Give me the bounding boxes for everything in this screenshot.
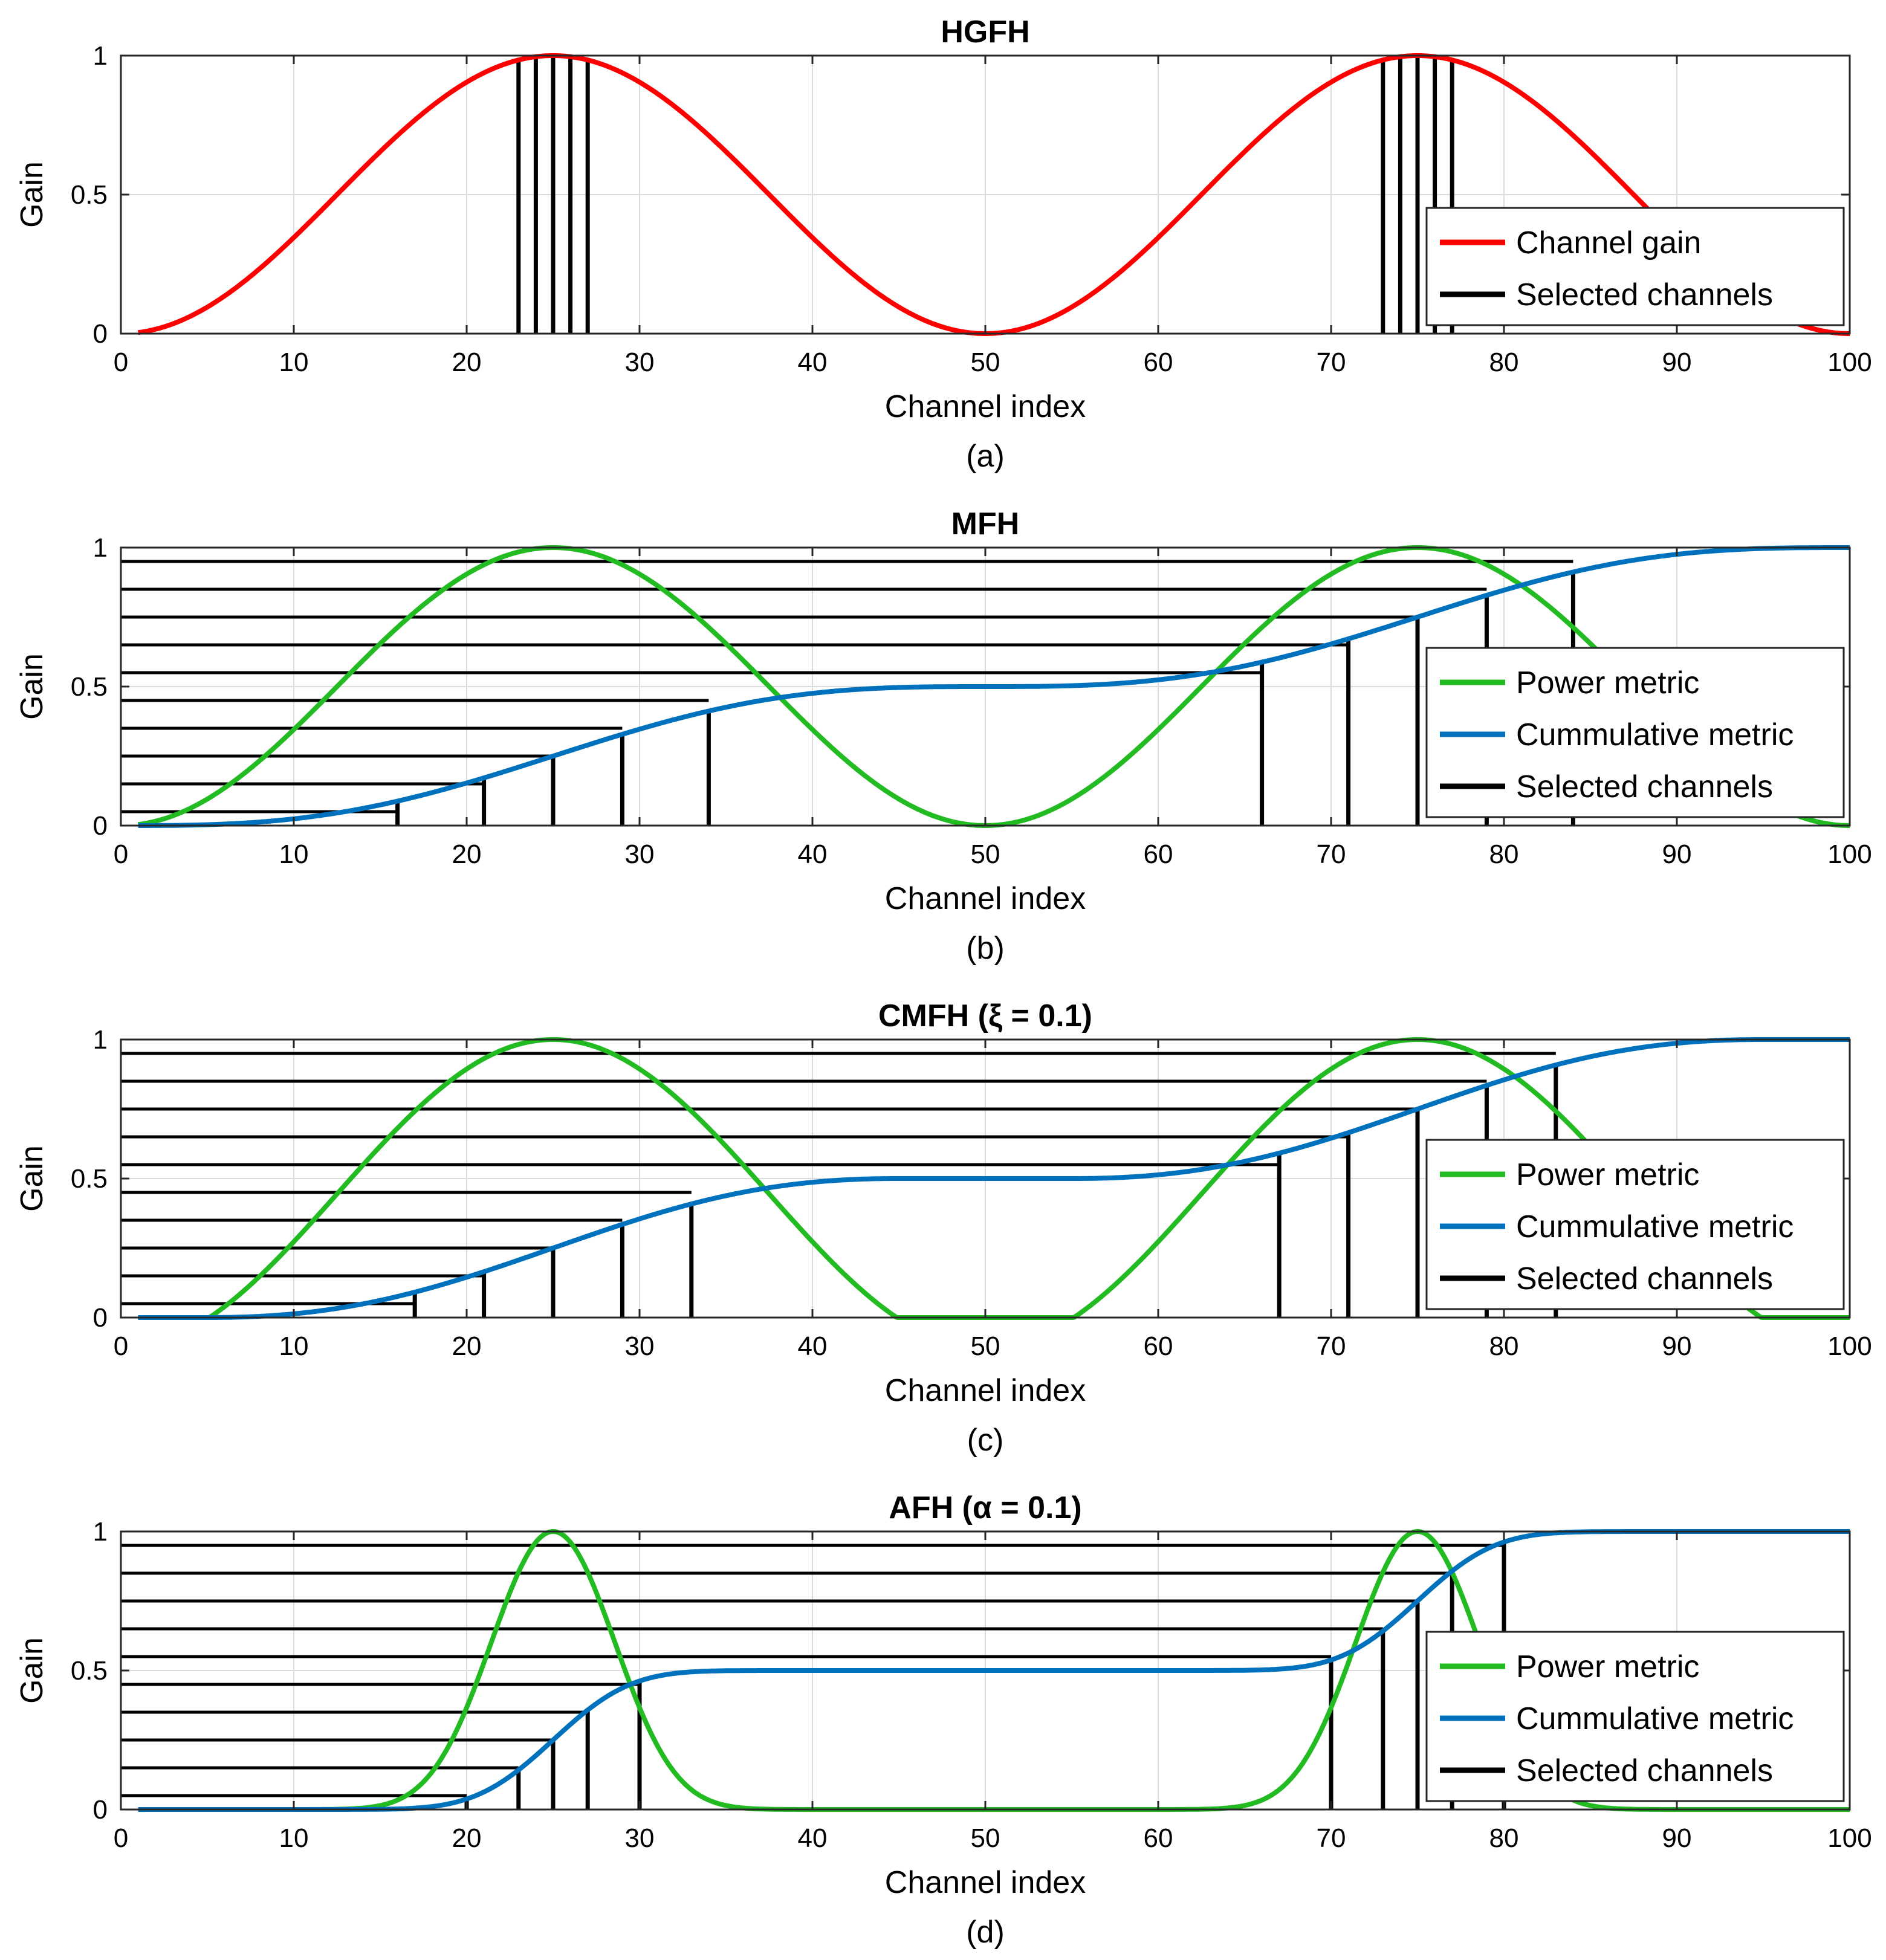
x-tick-label: 70 <box>1317 1331 1346 1361</box>
x-tick-label: 50 <box>971 839 1000 869</box>
x-tick-label: 20 <box>452 1823 482 1853</box>
y-tick-label: 0 <box>93 319 108 349</box>
x-tick-label: 0 <box>114 1331 128 1361</box>
x-tick-label: 0 <box>114 348 128 377</box>
panel-3: AFH (α = 0.1) 0 10 20 30 40 50 60 70 80 90 100 0 0.5 1… <box>15 1490 1872 1950</box>
x-tick-label: 30 <box>625 1823 655 1853</box>
x-tick-label: 50 <box>971 1331 1000 1361</box>
x-tick-label: 30 <box>625 839 655 869</box>
x-axis-label: Channel index <box>885 389 1086 424</box>
x-tick-label: 80 <box>1489 348 1519 377</box>
x-tick-label: 50 <box>971 348 1000 377</box>
x-tick-label: 10 <box>279 348 309 377</box>
legend-label: Selected channels <box>1516 1261 1773 1296</box>
x-tick-label: 90 <box>1662 1331 1692 1361</box>
y-tick-label: 1 <box>93 533 108 563</box>
x-tick-label: 80 <box>1489 839 1519 869</box>
x-axis-label: Channel index <box>885 881 1086 916</box>
legend-label: Cummulative metric <box>1516 1701 1794 1736</box>
panel-caption: (d) <box>966 1915 1005 1950</box>
x-tick-label: 50 <box>971 1823 1000 1853</box>
x-tick-label: 10 <box>279 1823 309 1853</box>
legend-label: Power metric <box>1516 1649 1699 1684</box>
legend: Power metric Cummulative metric Selected c… <box>1425 1631 1845 1802</box>
legend-box <box>1425 207 1845 326</box>
x-tick-label: 90 <box>1662 348 1692 377</box>
x-tick-label: 60 <box>1144 348 1173 377</box>
x-tick-label: 80 <box>1489 1823 1519 1853</box>
y-axis-label: Gain <box>15 653 50 720</box>
y-axis-label: Gain <box>15 1637 50 1704</box>
x-tick-label: 10 <box>279 1331 309 1361</box>
x-tick-label: 100 <box>1827 1331 1871 1361</box>
y-axis-label: Gain <box>15 1145 50 1212</box>
x-tick-label: 70 <box>1317 348 1346 377</box>
x-tick-label: 100 <box>1827 348 1871 377</box>
x-tick-label: 20 <box>452 348 482 377</box>
x-tick-label: 60 <box>1144 1331 1173 1361</box>
legend-label: Selected channels <box>1516 769 1773 804</box>
x-tick-label: 30 <box>625 1331 655 1361</box>
y-tick-label: 0.5 <box>71 1164 108 1194</box>
panel-title: MFH <box>951 506 1020 542</box>
y-tick-label: 1 <box>93 1517 108 1547</box>
x-tick-label: 70 <box>1317 1823 1346 1853</box>
y-tick-label: 1 <box>93 41 108 71</box>
legend-label: Cummulative metric <box>1516 717 1794 752</box>
cumulative-metric-line <box>137 1529 1851 1812</box>
panel-caption: (c) <box>967 1423 1004 1458</box>
panel-title: CMFH (ξ = 0.1) <box>878 998 1092 1033</box>
panel-1: MFH 0 10 20 30 40 50 60 70 80 90 100 0 0.5 1 Channel in… <box>15 506 1872 966</box>
x-tick-label: 0 <box>114 839 128 869</box>
x-tick-label: 40 <box>798 839 828 869</box>
x-tick-label: 100 <box>1827 1823 1871 1853</box>
panel-title: AFH (α = 0.1) <box>889 1490 1081 1525</box>
y-tick-label: 0 <box>93 1795 108 1825</box>
x-axis-label: Channel index <box>885 1373 1086 1408</box>
cumulative-metric-line <box>137 545 1851 828</box>
legend-label: Power metric <box>1516 1157 1699 1192</box>
x-tick-label: 90 <box>1662 1823 1692 1853</box>
x-tick-label: 20 <box>452 839 482 869</box>
y-tick-label: 0 <box>93 1303 108 1333</box>
x-tick-label: 0 <box>114 1823 128 1853</box>
legend-label: Selected channels <box>1516 277 1773 312</box>
legend: Power metric Cummulative metric Selected c… <box>1425 647 1845 818</box>
x-tick-label: 40 <box>798 1823 828 1853</box>
y-tick-label: 0 <box>93 811 108 841</box>
panel-caption: (a) <box>966 439 1005 474</box>
x-tick-label: 20 <box>452 1331 482 1361</box>
y-tick-label: 1 <box>93 1025 108 1055</box>
y-tick-label: 0.5 <box>71 180 108 210</box>
x-tick-label: 70 <box>1317 839 1346 869</box>
x-tick-label: 40 <box>798 348 828 377</box>
x-tick-label: 60 <box>1144 839 1173 869</box>
x-tick-label: 60 <box>1144 1823 1173 1853</box>
panel-0: HGFH 0 10 20 30 40 50 60 70 80 90 100 0 0.5 1 Channel i… <box>15 15 1872 474</box>
y-axis-label: Gain <box>15 161 50 228</box>
x-axis-label: Channel index <box>885 1865 1086 1900</box>
panel-caption: (b) <box>966 931 1005 966</box>
legend-label: Channel gain <box>1516 225 1701 260</box>
x-tick-label: 10 <box>279 839 309 869</box>
cumulative-metric-line <box>137 1037 1851 1320</box>
legend: Channel gain Selected channels <box>1425 207 1845 326</box>
legend: Power metric Cummulative metric Selected c… <box>1425 1139 1845 1310</box>
legend-label: Power metric <box>1516 665 1699 700</box>
panel-2: CMFH (ξ = 0.1) 0 10 20 30 40 50 60 70 80 90 100 0 0.5… <box>15 998 1872 1458</box>
x-tick-label: 90 <box>1662 839 1692 869</box>
y-tick-label: 0.5 <box>71 672 108 702</box>
legend-label: Cummulative metric <box>1516 1209 1794 1244</box>
x-tick-label: 40 <box>798 1331 828 1361</box>
legend-label: Selected channels <box>1516 1753 1773 1788</box>
panel-title: HGFH <box>941 15 1029 50</box>
x-tick-label: 100 <box>1827 839 1871 869</box>
x-tick-label: 30 <box>625 348 655 377</box>
y-tick-label: 0.5 <box>71 1656 108 1686</box>
x-tick-label: 80 <box>1489 1331 1519 1361</box>
